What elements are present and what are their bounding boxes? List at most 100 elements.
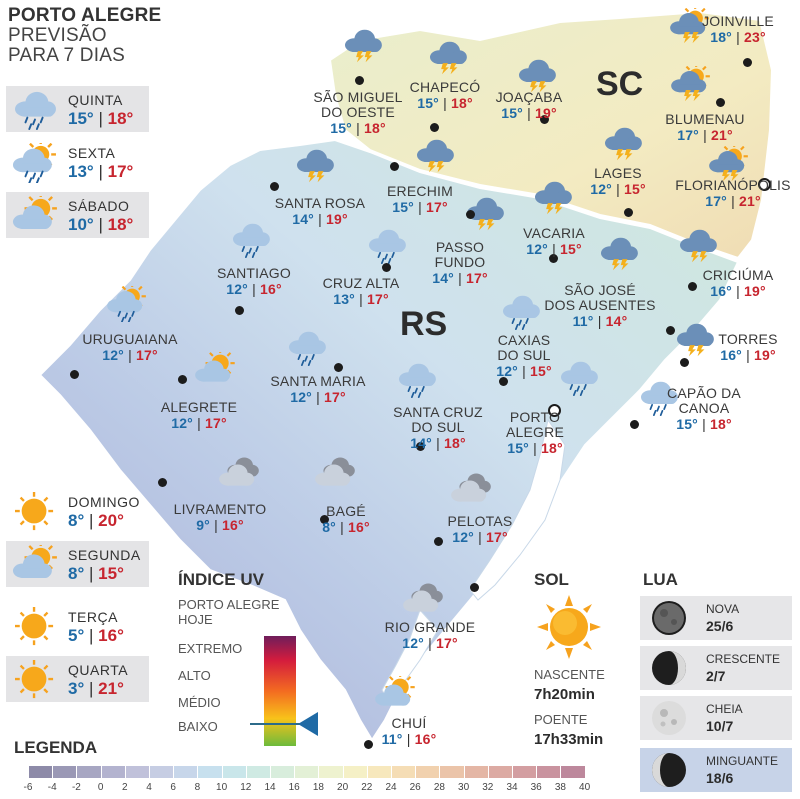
forecast-day-name: SEXTA <box>68 145 116 161</box>
legend-label: 22 <box>361 782 373 793</box>
city-marker <box>434 537 443 546</box>
city-temps: 12° | 17° <box>402 635 458 651</box>
forecast-max: 17° <box>107 162 134 181</box>
sun-rain-cloud-icon <box>107 282 146 323</box>
moon-phase: MINGUANTE 18/6 <box>640 748 792 792</box>
city-temps: 12° | 15° <box>496 363 552 379</box>
city-name: SANTA CRUZ <box>393 404 483 420</box>
cloudy-icon <box>451 473 491 502</box>
capital-marker <box>548 404 561 417</box>
city-label: LAGES 12° | 15° <box>585 166 651 197</box>
cloudy-icon <box>403 583 443 612</box>
legend-title: LEGENDA <box>14 738 98 757</box>
forecast-icon <box>10 492 60 532</box>
city-weather-icon <box>556 360 602 396</box>
rain-cloud-icon <box>641 381 678 416</box>
legend-label: 6 <box>170 782 176 793</box>
forecast-day-name: DOMINGO <box>68 494 140 510</box>
city-marker <box>624 208 633 217</box>
legend-label: 24 <box>385 782 397 793</box>
city-weather-icon <box>312 456 358 492</box>
rain-cloud-icon <box>503 295 540 330</box>
city-temps: 15° | 19° <box>501 105 557 121</box>
city-temps: 17° | 21° <box>705 193 761 209</box>
legend-label: 8 <box>194 782 201 793</box>
capital-marker <box>758 178 771 191</box>
city-marker <box>364 740 373 749</box>
city-name: URUGUAIANA <box>82 331 178 347</box>
storm-cloud-icon <box>417 139 454 173</box>
city-max: 16° <box>348 519 370 535</box>
city-name: BAGÉ <box>326 503 366 519</box>
legend-label: -2 <box>71 782 81 793</box>
uv-gradient-bar <box>264 636 296 746</box>
city-max: 19° <box>744 283 766 299</box>
storm-cloud-icon <box>677 323 714 357</box>
city-weather-icon <box>448 472 494 508</box>
city-label: SANTA ROSA 14° | 19° <box>265 196 375 227</box>
legend-swatch <box>149 766 174 778</box>
city-min: 11° <box>381 731 403 747</box>
city-name: SÃO JOSÉ <box>564 282 636 298</box>
city-label: JOINVILLE 18° | 23° <box>683 14 793 45</box>
city-weather-icon <box>706 142 752 182</box>
city-name: PASSO <box>435 239 485 255</box>
moon-phase-icon <box>652 753 686 787</box>
city-name-line-2: DOS AUSENTES <box>544 297 656 313</box>
city-weather-icon <box>462 196 508 232</box>
sunset-label: POENTE <box>534 712 588 727</box>
moon-phase-name: MINGUANTE <box>706 754 778 768</box>
city-name: BLUMENAU <box>665 111 745 127</box>
state-label-sc: SC <box>596 65 644 103</box>
sc-state-shape <box>328 10 774 260</box>
city-max: 17° <box>486 529 508 545</box>
city-temps: 12° | 17° <box>171 415 227 431</box>
legend-tick <box>366 766 368 778</box>
city-marker <box>540 115 549 124</box>
forecast-max: 20° <box>98 511 124 530</box>
city-marker <box>688 282 697 291</box>
forecast-icon <box>10 90 60 130</box>
forecast-temps: 3° | 21° <box>68 679 124 698</box>
city-temps: 8° | 16° <box>322 519 370 535</box>
legend-tick <box>28 766 29 778</box>
city-weather-icon <box>675 228 721 264</box>
city-name: JOAÇABA <box>495 89 563 105</box>
city-temps: 14° | 18° <box>410 435 466 451</box>
city-weather-icon <box>514 58 560 94</box>
city-min: 8° <box>322 519 336 535</box>
city-label: CAPÃO DA CANOA 15° | 18° <box>654 386 754 432</box>
forecast-day: SÁBADO 10° | 18° <box>6 192 149 238</box>
city-weather-icon <box>400 582 446 618</box>
sun-storm-icon <box>709 142 748 182</box>
legend-label: 14 <box>264 782 276 793</box>
forecast-max: 16° <box>98 626 124 645</box>
forecast-max: 15° <box>98 564 124 583</box>
city-max: 17° <box>205 415 227 431</box>
city-marker <box>158 478 167 487</box>
city-name: JOINVILLE <box>702 13 774 29</box>
city-label: PASSO FUNDO 14° | 17° <box>420 240 500 286</box>
header-title: PORTO ALEGRE PREVISÃO PARA 7 DIAS <box>8 6 161 66</box>
moon-phase: CHEIA 10/7 <box>640 696 792 740</box>
partly-sunny-icon <box>12 192 57 229</box>
city-name: ALEGRETE <box>160 399 238 415</box>
city-temps: 12° | 17° <box>290 389 346 405</box>
sun-storm-icon <box>670 4 709 44</box>
city-name: CHAPECÓ <box>409 79 481 95</box>
city-min: 18° <box>710 29 732 45</box>
forecast-icon <box>10 192 60 236</box>
city-min: 16° <box>710 283 732 299</box>
city-label: URUGUAIANA 12° | 17° <box>70 332 190 363</box>
sun-icon <box>15 492 54 531</box>
legend-swatch <box>124 766 149 778</box>
forecast-day: DOMINGO 8° | 20° <box>6 488 149 534</box>
city-temps: 11° | 14° <box>572 313 628 329</box>
city-weather-icon <box>216 456 262 492</box>
legend-label: 32 <box>482 782 494 793</box>
city-marker <box>470 583 479 592</box>
city-max: 19° <box>535 105 557 121</box>
legend-tick <box>318 766 320 778</box>
city-weather-icon <box>668 62 714 102</box>
storm-cloud-icon <box>535 181 572 215</box>
